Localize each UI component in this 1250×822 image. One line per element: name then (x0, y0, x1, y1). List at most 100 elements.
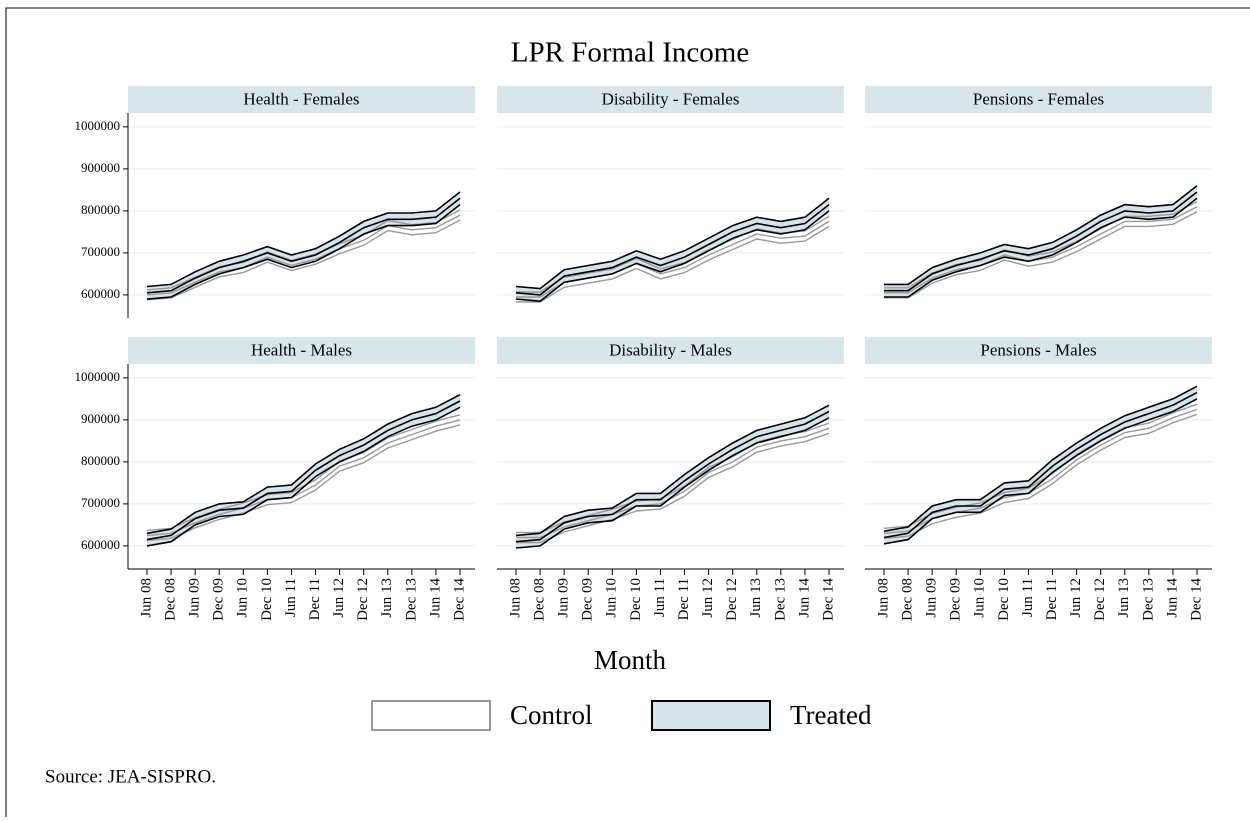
x-tick-label: Dec 10 (628, 578, 644, 621)
y-tick-label: 600000 (81, 537, 120, 552)
panel-title: Pensions - Males (980, 340, 1096, 359)
x-axis-title: Month (594, 645, 667, 675)
band-edge (146, 191, 461, 288)
panel-strip (497, 337, 844, 364)
x-tick-label: Jun 14 (427, 578, 443, 618)
x-tick-label: Jun 12 (700, 578, 716, 618)
mean-line (884, 206, 1198, 294)
x-tick-label: Jun 11 (283, 578, 299, 617)
x-tick-label: Dec 11 (307, 578, 323, 620)
band-edge (516, 432, 830, 544)
x-tick-label: Dec 10 (996, 578, 1012, 621)
x-tick-label: Jun 13 (748, 578, 764, 618)
x-tick-label: Dec 14 (820, 578, 836, 621)
band-edge (515, 404, 830, 537)
mean-line (515, 410, 830, 543)
x-tick-label: Jun 14 (796, 578, 812, 618)
panel-title: Pensions - Females (973, 89, 1104, 108)
band-edge (146, 406, 461, 547)
x-tick-label: Dec 11 (1044, 578, 1060, 620)
panel-strip (497, 86, 844, 113)
x-tick-label: Jun 11 (1020, 578, 1036, 617)
y-tick-label: 700000 (81, 244, 120, 259)
band-edge (883, 403, 1198, 529)
panel-strip (128, 86, 475, 113)
panel-strip (128, 337, 475, 364)
x-tick-label: Dec 08 (163, 578, 179, 621)
y-tick-label: 800000 (81, 453, 120, 468)
source-note: Source: JEA-SISPRO. (45, 766, 216, 787)
frame (5, 7, 1250, 822)
panel-title: Health - Females (243, 89, 359, 108)
x-tick-label: Dec 12 (1092, 578, 1108, 621)
x-tick-label: Jun 12 (331, 578, 347, 618)
mean-line (146, 197, 461, 294)
band-edge (515, 197, 830, 290)
x-tick-label: Jun 13 (1116, 578, 1132, 618)
band-edge (884, 211, 1198, 299)
y-tick-label: 1000000 (75, 369, 121, 384)
y-tick-label: 800000 (81, 202, 120, 217)
x-tick-label: Jun 09 (924, 578, 940, 618)
band-edge (884, 197, 1198, 298)
legend-swatch (651, 700, 771, 731)
x-tick-label: Jun 09 (556, 578, 572, 618)
band-edge (146, 203, 461, 300)
x-tick-label: Dec 08 (532, 578, 548, 621)
band-edge (883, 385, 1198, 532)
x-tick-label: Jun 10 (604, 578, 620, 618)
panel-title: Health - Males (251, 340, 352, 359)
mean-line (146, 214, 461, 296)
band-edge (883, 398, 1198, 545)
band-edge (515, 210, 830, 303)
x-tick-label: Jun 13 (379, 578, 395, 618)
x-tick-label: Dec 08 (900, 578, 916, 621)
x-tick-label: Jun 10 (972, 578, 988, 618)
x-tick-label: Jun 10 (235, 578, 251, 618)
x-tick-label: Jun 08 (138, 578, 154, 618)
band-area (147, 192, 460, 300)
mean-line (516, 427, 830, 539)
band-area (516, 198, 829, 302)
y-tick-label: 600000 (81, 286, 120, 301)
panel-title: Disability - Females (602, 89, 740, 108)
panel-strip (865, 337, 1212, 364)
band-edge (146, 424, 461, 542)
x-tick-label: Dec 12 (724, 578, 740, 621)
x-tick-label: Jun 12 (1068, 578, 1084, 618)
band-edge (516, 215, 830, 293)
band-edge (884, 185, 1198, 286)
band-edge (516, 225, 830, 303)
mean-line (883, 391, 1198, 539)
x-tick-label: Dec 14 (1188, 578, 1204, 621)
x-tick-label: Dec 09 (580, 578, 596, 621)
y-tick-label: 700000 (81, 495, 120, 510)
x-tick-label: Dec 13 (1140, 578, 1156, 621)
legend-label: Control (510, 700, 593, 730)
x-tick-label: Jun 11 (652, 578, 668, 617)
mean-line (146, 400, 461, 541)
x-tick-label: Jun 14 (1164, 578, 1180, 618)
x-tick-label: Jun 09 (187, 578, 203, 618)
band-edge (883, 413, 1198, 539)
band-area (516, 405, 829, 548)
mean-line (515, 203, 830, 296)
panel-title: Disability - Males (609, 340, 732, 359)
x-tick-label: Jun 08 (507, 578, 523, 618)
figure-title: LPR Formal Income (511, 37, 749, 69)
y-tick-label: 900000 (81, 411, 120, 426)
x-tick-label: Dec 09 (211, 578, 227, 621)
band-edge (146, 393, 461, 535)
band-edge (515, 417, 830, 549)
x-tick-label: Dec 12 (355, 578, 371, 621)
mean-line (884, 191, 1198, 292)
band-edge (516, 422, 830, 534)
x-tick-label: Dec 13 (772, 578, 788, 621)
x-tick-label: Dec 11 (676, 578, 692, 620)
legend-swatch (371, 700, 491, 731)
mean-line (146, 419, 461, 537)
y-tick-label: 1000000 (75, 118, 121, 133)
x-tick-label: Dec 14 (451, 578, 467, 621)
y-tick-label: 900000 (81, 160, 120, 175)
